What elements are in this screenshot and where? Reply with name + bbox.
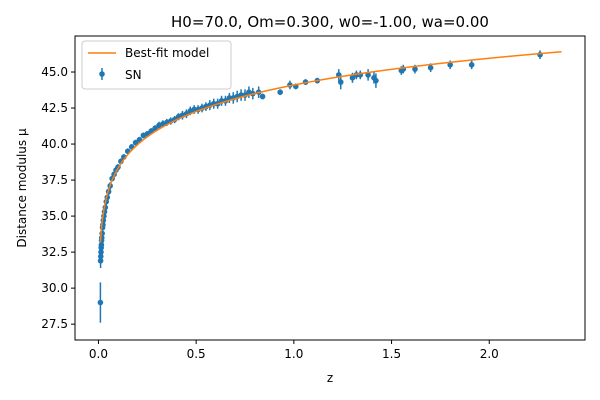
- sn-marker: [152, 125, 158, 132]
- sn-marker: [132, 139, 139, 146]
- sn-point: [152, 125, 158, 132]
- plot-frame: [74, 35, 586, 341]
- sn-point: [357, 70, 364, 80]
- y-tick-label: 30.0: [41, 281, 68, 295]
- sn-marker: [349, 74, 356, 81]
- sn-point: [537, 50, 543, 60]
- y-tick-label: 42.5: [41, 101, 68, 115]
- sn-marker: [277, 89, 283, 95]
- x-tick-label: 1.0: [284, 347, 303, 361]
- sn-marker: [191, 106, 197, 113]
- y-tick-label: 27.5: [41, 317, 68, 331]
- y-axis-label: Distance modulus μ: [15, 128, 29, 248]
- legend-label-sn: SN: [125, 68, 142, 82]
- sn-marker: [427, 64, 434, 71]
- y-tick-label: 45.0: [41, 65, 68, 79]
- sn-point: [365, 69, 371, 81]
- legend-marker-swatch: [99, 71, 105, 77]
- sn-point: [259, 93, 266, 100]
- sn-marker: [259, 93, 266, 100]
- sn-point: [277, 89, 283, 96]
- x-axis-label: z: [327, 371, 333, 385]
- sn-point: [468, 60, 475, 70]
- x-axis: 0.0 0.5 1.0 1.5 2.0: [89, 340, 499, 361]
- sn-point: [97, 282, 104, 323]
- x-tick-label: 0.0: [89, 347, 108, 361]
- y-tick-label: 40.0: [41, 137, 68, 151]
- x-tick-label: 1.5: [382, 347, 401, 361]
- legend-box: [81, 40, 232, 90]
- y-tick-label: 35.0: [41, 209, 68, 223]
- plot-data: [97, 50, 562, 323]
- legend: Best-fit model SN: [81, 40, 232, 90]
- y-tick-label: 37.5: [41, 173, 68, 187]
- y-axis: 27.5 30.0 32.5 35.0 37.5 40.0 42.5 45.0: [41, 65, 75, 331]
- x-tick-label: 2.0: [480, 347, 499, 361]
- x-tick-label: 0.5: [187, 347, 206, 361]
- sn-marker: [337, 79, 344, 85]
- chart-title: H0=70.0, Om=0.300, w0=-1.00, wa=0.00: [171, 13, 489, 31]
- sn-marker: [447, 62, 453, 68]
- y-tick-label: 32.5: [41, 245, 68, 259]
- legend-label-model: Best-fit model: [125, 46, 209, 60]
- sn-marker: [373, 77, 379, 84]
- sn-point: [132, 139, 139, 146]
- sn-marker: [97, 299, 104, 306]
- sn-marker: [412, 66, 418, 72]
- sn-point: [373, 73, 379, 88]
- best-fit-line: [99, 51, 562, 243]
- sn-marker: [365, 72, 371, 78]
- sn-marker: [468, 62, 475, 68]
